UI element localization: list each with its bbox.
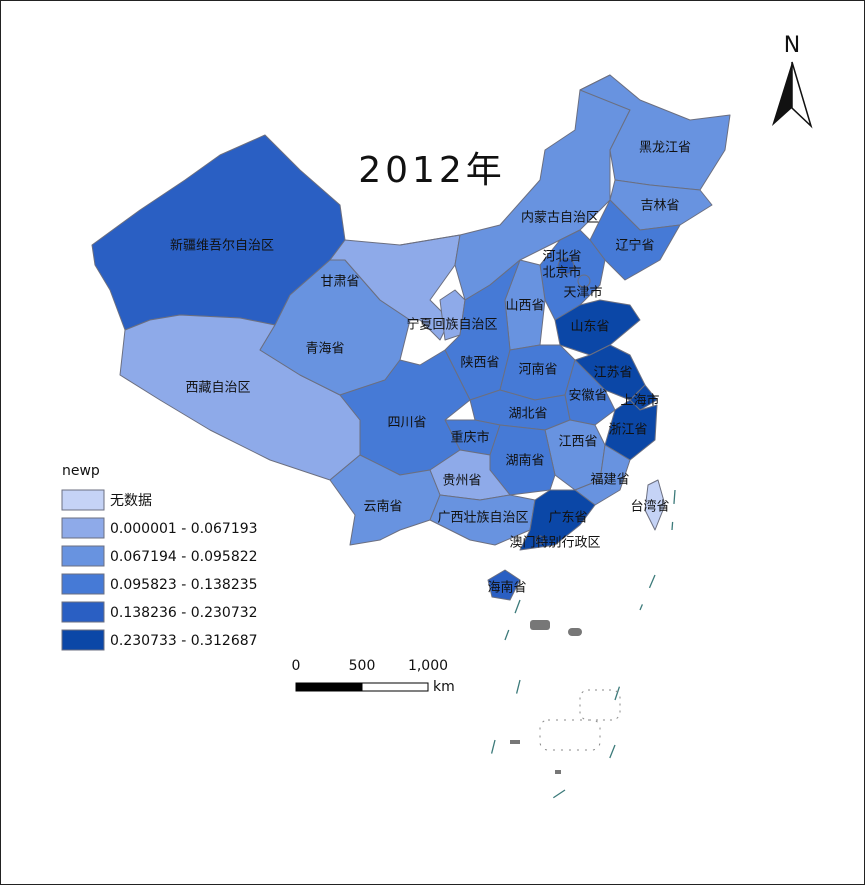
province-label: 安徽省 — [568, 389, 607, 404]
province — [519, 489, 596, 551]
legend-label: 0.095823 - 0.138235 — [110, 577, 258, 593]
legend-label: 无数据 — [110, 493, 152, 509]
scale-label: 1,000 — [408, 658, 448, 674]
province-label: 江西省 — [558, 435, 597, 450]
sea-boundaries — [489, 489, 676, 801]
arrow-right — [791, 61, 813, 129]
province-label: 广东省 — [548, 511, 587, 526]
provinces — [91, 74, 731, 601]
province-label: 湖南省 — [505, 453, 544, 469]
province — [554, 299, 641, 356]
province-label: 宁夏回族自治区 — [406, 317, 497, 333]
province — [577, 274, 591, 288]
scale-segment — [361, 682, 429, 692]
province-label: 陕西省 — [460, 356, 499, 371]
arrow-left — [772, 62, 792, 126]
province-label: 澳门特别行政区 — [509, 535, 600, 551]
province — [259, 259, 411, 396]
province-label: 贵州省 — [442, 474, 481, 489]
scale-label: 500 — [349, 658, 376, 674]
province-label: 湖北省 — [508, 407, 547, 422]
legend-swatch — [61, 601, 105, 623]
legend-label: 0.230733 - 0.312687 — [110, 633, 258, 649]
province-label: 内蒙古自治区 — [521, 210, 599, 226]
province-label: 台湾省 — [630, 499, 669, 515]
province-label: 河南省 — [518, 362, 557, 378]
province-label: 重庆市 — [450, 430, 489, 446]
province-label: 河北省 — [542, 250, 581, 265]
province-label: 海南省 — [487, 580, 526, 596]
legend-label: 0.138236 - 0.230732 — [110, 605, 258, 621]
province-label: 江苏省 — [593, 365, 632, 381]
legend-swatch — [61, 545, 105, 567]
islands — [510, 620, 621, 774]
province — [487, 569, 521, 601]
map-title: 2012年 — [358, 150, 506, 191]
legend-swatch — [61, 517, 105, 539]
province-label: 山西省 — [505, 299, 544, 314]
province-label: 浙江省 — [608, 423, 647, 438]
province-labels: 新疆维吾尔自治区 西藏自治区 青海省 甘肃省 内蒙古自治区 黑龙江省 吉林省 辽… — [170, 141, 691, 596]
scale-label: 0 — [292, 658, 301, 674]
north-label: N — [784, 33, 800, 58]
scale-unit: km — [433, 679, 455, 695]
legend-label: 0.067194 - 0.095822 — [110, 549, 258, 565]
legend-swatch — [61, 573, 105, 595]
legend-label: 0.000001 - 0.067193 — [110, 521, 258, 537]
province-label: 甘肃省 — [320, 275, 359, 290]
legend-swatch — [61, 489, 105, 511]
province-label: 山东省 — [570, 320, 609, 335]
scale-bar: 0 500 1,000 km — [292, 658, 455, 695]
province-label: 西藏自治区 — [185, 381, 250, 396]
province-label: 青海省 — [305, 342, 344, 357]
legend: 无数据 0.000001 - 0.067193 0.067194 - 0.09582… — [61, 489, 258, 651]
province-label: 福建省 — [590, 473, 629, 488]
province-label: 新疆维吾尔自治区 — [170, 238, 274, 254]
scale-segment — [295, 682, 363, 692]
legend-title: newp — [62, 463, 100, 479]
province — [644, 479, 666, 531]
north-arrow: N — [772, 33, 813, 129]
legend-swatch — [61, 629, 105, 651]
province-label: 黑龙江省 — [639, 141, 691, 156]
province — [557, 257, 575, 275]
province — [579, 74, 731, 191]
province-label: 广西壮族自治区 — [437, 510, 528, 526]
province-label: 吉林省 — [640, 199, 679, 214]
province-label: 天津市 — [563, 285, 602, 301]
province-label: 上海市 — [620, 393, 659, 409]
province-label: 辽宁省 — [615, 238, 654, 254]
province-label: 云南省 — [363, 499, 402, 515]
province-label: 北京市 — [542, 265, 581, 281]
province-label: 四川省 — [387, 416, 426, 431]
sea-line — [489, 489, 676, 801]
province — [535, 535, 545, 545]
